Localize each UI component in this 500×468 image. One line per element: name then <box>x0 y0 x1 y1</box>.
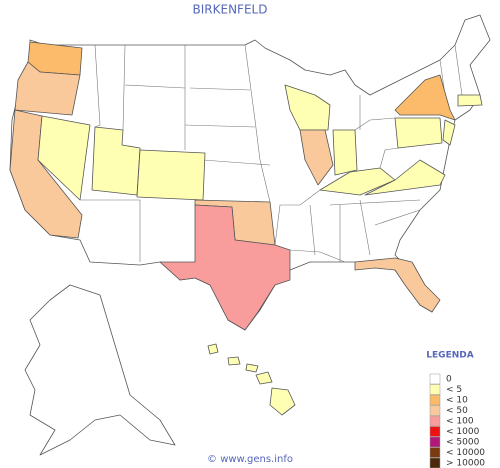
legend-swatch <box>429 426 441 437</box>
state <box>354 257 441 313</box>
legend-label: > 10000 <box>446 459 485 468</box>
state <box>227 356 241 366</box>
legend-label: < 1000 <box>446 427 480 437</box>
legend-swatch <box>429 373 441 385</box>
legend-label: < 50 <box>446 406 468 416</box>
state <box>37 115 91 201</box>
state <box>364 159 446 196</box>
legend-items: 0< 5< 10< 50< 100< 1000< 5000< 10000> 10… <box>429 373 485 468</box>
legend-label: < 100 <box>446 417 474 427</box>
legend-swatch <box>429 447 441 458</box>
footer: © www.gens.info <box>207 454 293 465</box>
hawaii <box>207 343 296 416</box>
state <box>284 84 331 131</box>
lower-48 <box>9 14 491 331</box>
state <box>159 204 291 331</box>
legend-label: < 10 <box>446 396 468 406</box>
legend-swatch <box>429 405 441 416</box>
legend-label: < 5 <box>446 385 462 395</box>
state <box>394 117 443 149</box>
state <box>255 371 273 385</box>
usa <box>9 14 491 456</box>
state <box>245 363 259 373</box>
state <box>394 74 456 121</box>
state <box>457 94 483 107</box>
state <box>299 129 334 186</box>
state <box>332 129 358 176</box>
legend-swatch <box>429 384 441 395</box>
legend-label: < 5000 <box>446 438 480 448</box>
state <box>136 149 206 201</box>
alaska <box>24 284 176 456</box>
legend-swatch <box>429 394 441 406</box>
legend-label: 0 <box>446 375 452 385</box>
legend-label: < 10000 <box>446 448 485 458</box>
state-borders <box>80 44 463 263</box>
legend-title: LEGENDA <box>426 351 473 361</box>
map-title: BIRKENFELD <box>193 3 268 17</box>
state <box>91 126 141 196</box>
legend-swatch <box>429 457 441 468</box>
state <box>14 61 81 116</box>
state <box>442 119 456 146</box>
legend: LEGENDA 0< 5< 10< 50< 100< 1000< 5000< 1… <box>426 351 485 468</box>
legend-swatch <box>429 436 441 448</box>
state <box>319 167 396 196</box>
legend-swatch <box>429 415 441 427</box>
state <box>207 343 219 355</box>
state <box>269 387 296 416</box>
